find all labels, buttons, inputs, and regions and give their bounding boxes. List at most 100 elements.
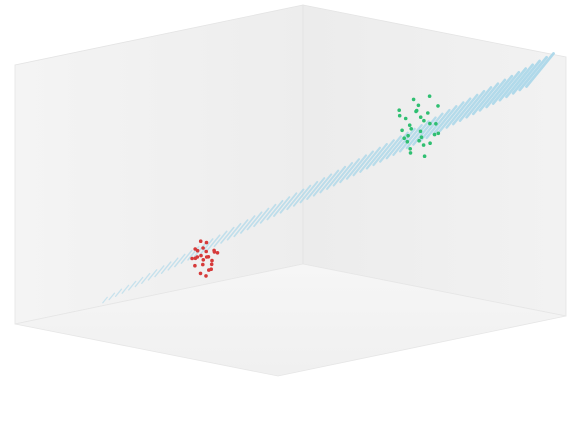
data-point	[402, 136, 407, 140]
decision-plane-hatch	[174, 253, 186, 268]
series-1	[190, 239, 220, 278]
data-point	[195, 248, 200, 253]
decision-plane-hatch	[465, 86, 493, 119]
data-point	[204, 255, 209, 259]
decision-plane-hatch	[511, 59, 541, 95]
data-point	[428, 141, 432, 145]
decision-plane-hatch	[141, 272, 151, 284]
decision-plane-hatch	[279, 192, 298, 214]
data-point	[198, 271, 203, 276]
data-point	[408, 151, 413, 155]
data-point	[432, 132, 437, 137]
decision-plane-hatch	[213, 230, 228, 248]
data-point	[427, 94, 432, 98]
data-point	[397, 108, 402, 112]
decision-plane-hatch	[220, 226, 235, 244]
data-point	[193, 263, 197, 268]
decision-plane-hatch	[306, 177, 326, 200]
data-point	[209, 262, 214, 267]
decision-plane-hatch	[485, 74, 514, 109]
decision-plane-hatch	[240, 215, 256, 234]
decision-plane-hatch	[273, 196, 291, 217]
decision-plane-hatch	[160, 261, 172, 275]
data-point	[416, 103, 421, 108]
decision-plane-hatch	[253, 207, 270, 228]
data-point	[422, 118, 426, 123]
data-point	[201, 262, 205, 267]
decision-plane-hatch	[478, 78, 507, 112]
data-point	[434, 122, 438, 126]
decision-plane-hatch	[121, 284, 130, 294]
decision-plane-hatch	[108, 292, 116, 301]
floor-pane	[14, 263, 567, 377]
data-point	[426, 111, 430, 115]
data-point	[212, 248, 216, 253]
decision-plane-hatch	[471, 82, 500, 116]
decision-plane-hatch	[412, 116, 437, 146]
data-point	[403, 116, 408, 121]
decision-plane-hatch	[379, 135, 402, 163]
data-point	[418, 129, 423, 134]
decision-plane-hatch	[246, 211, 263, 231]
decision-plane-hatch	[525, 52, 555, 88]
data-point	[204, 240, 209, 245]
decision-plane-hatch	[154, 265, 165, 278]
back-right-pane	[302, 4, 567, 317]
data-point	[400, 128, 404, 133]
data-point	[207, 268, 211, 272]
data-point	[397, 113, 402, 118]
decision-plane-hatch	[425, 108, 451, 140]
decision-plane-hatch	[372, 139, 395, 167]
decision-plane-hatch	[505, 63, 535, 99]
data-point	[204, 274, 208, 278]
decision-plane-hatch	[432, 105, 458, 136]
data-point	[409, 127, 414, 131]
decision-plane-hatch	[226, 222, 242, 241]
data-point	[193, 256, 198, 261]
decision-plane-hatch	[405, 120, 430, 150]
decision-plane-hatch	[128, 280, 137, 291]
decision-plane-hatch	[345, 154, 368, 180]
decision-plane-hatch	[102, 296, 108, 304]
data-point	[199, 253, 203, 258]
decision-plane-hatch	[299, 180, 319, 204]
decision-plane-hatch	[418, 112, 444, 143]
decision-plane-hatch	[180, 249, 193, 264]
decision-plane-hatch	[498, 67, 528, 102]
data-point	[408, 147, 413, 151]
data-point	[405, 139, 410, 144]
data-point	[428, 121, 432, 126]
decision-plane-hatch	[259, 203, 277, 224]
decision-plane-hatch	[398, 124, 423, 153]
data-point	[417, 138, 421, 143]
decision-plane-hatch	[438, 101, 465, 133]
decision-plane-hatch	[187, 245, 200, 261]
data-point	[407, 123, 412, 127]
series-0	[397, 94, 441, 158]
decision-plane-hatch	[292, 184, 312, 207]
decision-plane-hatch	[319, 169, 340, 194]
decision-plane-hatch	[518, 55, 548, 92]
data-point	[414, 108, 419, 113]
decision-plane-hatch	[452, 93, 479, 126]
decision-plane-hatch	[352, 150, 374, 177]
decision-plane-hatch	[193, 242, 207, 258]
decision-plane-hatch	[491, 70, 521, 105]
data-point	[198, 239, 203, 243]
decision-plane-hatch	[286, 188, 305, 211]
data-point	[204, 249, 208, 254]
data-point	[419, 135, 424, 139]
decision-plane-hatch	[207, 234, 221, 251]
data-point	[421, 143, 426, 147]
decision-plane-hatch	[167, 257, 179, 271]
data-point	[436, 131, 441, 136]
data-point	[210, 258, 214, 263]
data-point	[215, 251, 220, 255]
data-point	[201, 246, 205, 250]
decision-plane-hatch	[326, 165, 347, 190]
decision-plane-hatch	[147, 269, 158, 281]
data-point	[406, 133, 410, 138]
decision-plane-hatch	[312, 173, 333, 197]
